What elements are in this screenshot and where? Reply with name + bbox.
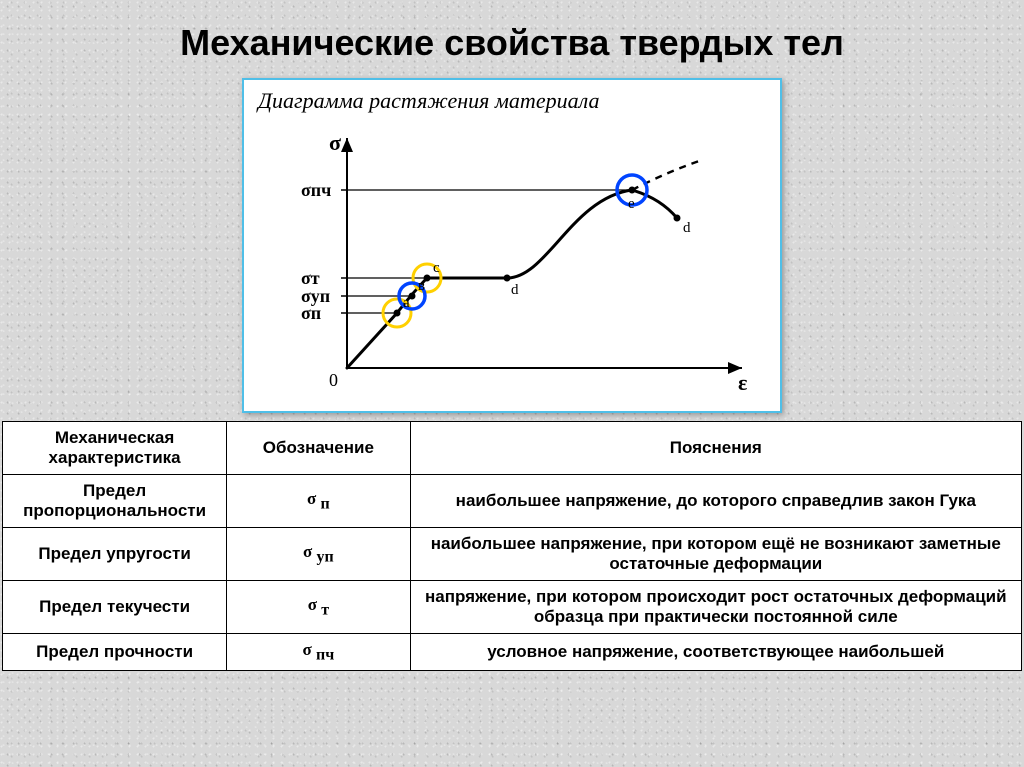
col-header-desc: Пояснения — [410, 422, 1021, 475]
stress-strain-chart: σε0σпчσтσупσпaвcded — [252, 118, 772, 403]
col-header-symbol: Обозначение — [227, 422, 410, 475]
svg-text:d: d — [511, 282, 519, 298]
figure-caption: Диаграмма растяжения материала — [252, 86, 772, 118]
prop-symbol: σ п — [227, 475, 410, 528]
svg-text:σт: σт — [301, 268, 320, 288]
svg-text:σпч: σпч — [301, 180, 331, 200]
properties-table: Механическая характеристика Обозначение … — [2, 421, 1022, 671]
table-row: Предел прочностиσ пчусловное напряжение,… — [3, 634, 1022, 671]
prop-desc: условное напряжение, соответствующее наи… — [410, 634, 1021, 671]
svg-text:в: в — [418, 278, 425, 294]
prop-name: Предел пропорциональности — [3, 475, 227, 528]
svg-text:ε: ε — [738, 370, 747, 395]
table-row: Предел текучестиσ тнапряжение, при котор… — [3, 581, 1022, 634]
prop-name: Предел упругости — [3, 528, 227, 581]
table-row: Предел упругостиσ упнаибольшее напряжени… — [3, 528, 1022, 581]
prop-symbol: σ уп — [227, 528, 410, 581]
figure-panel: Диаграмма растяжения материала σ ε 0 σпч σт σ… — [242, 78, 782, 413]
svg-text:e: e — [628, 196, 635, 212]
prop-name: Предел текучести — [3, 581, 227, 634]
prop-desc: наибольшее напряжение, при котором ещё н… — [410, 528, 1021, 581]
prop-name: Предел прочности — [3, 634, 227, 671]
prop-symbol: σ т — [227, 581, 410, 634]
table-header-row: Механическая характеристика Обозначение … — [3, 422, 1022, 475]
table-body: Предел пропорциональностиσ пнаибольшее н… — [3, 475, 1022, 671]
table-row: Предел пропорциональностиσ пнаибольшее н… — [3, 475, 1022, 528]
col-header-name: Механическая характеристика — [3, 422, 227, 475]
prop-symbol: σ пч — [227, 634, 410, 671]
prop-desc: наибольшее напряжение, до которого справ… — [410, 475, 1021, 528]
page-title: Механические свойства твердых тел — [0, 0, 1024, 64]
prop-desc: напряжение, при котором происходит рост … — [410, 581, 1021, 634]
svg-text:σ: σ — [329, 130, 341, 155]
svg-text:σп: σп — [301, 303, 321, 323]
chart-svg: σε0σпчσтσупσпaвcded — [252, 118, 772, 398]
svg-text:0: 0 — [329, 370, 338, 390]
svg-text:d: d — [683, 220, 691, 236]
svg-text:c: c — [433, 260, 440, 276]
